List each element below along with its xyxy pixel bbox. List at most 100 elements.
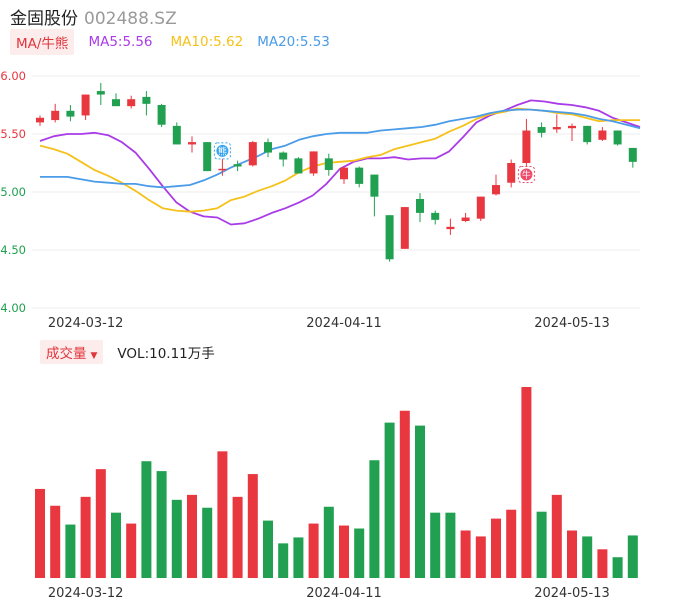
candle-body xyxy=(476,196,485,219)
candle-body xyxy=(51,110,60,121)
candlestick xyxy=(203,142,212,172)
volume-bar xyxy=(612,557,623,578)
ma-indicator-selector[interactable]: MA/牛熊 xyxy=(10,29,75,55)
volume-bars xyxy=(35,387,638,578)
candlestick xyxy=(476,196,485,221)
candle-body xyxy=(507,163,516,183)
candlestick xyxy=(431,210,440,225)
volume-bar xyxy=(369,460,380,578)
volume-bar xyxy=(247,474,258,578)
candle-body xyxy=(583,125,592,143)
candle-body xyxy=(628,147,637,162)
volume-bar xyxy=(95,469,106,578)
volume-bar xyxy=(80,496,91,578)
volume-bar xyxy=(551,494,562,578)
candlestick xyxy=(279,151,288,167)
x-tick-label: 2024-03-12 xyxy=(48,316,124,331)
ma-legend: MA/牛熊 MA5:5.56 MA10:5.62 MA20:5.53 xyxy=(10,29,330,55)
candlestick xyxy=(127,95,136,109)
volume-bar xyxy=(445,512,456,578)
x-tick-label: 2024-05-13 xyxy=(534,586,610,601)
caret-down-icon: ▼ xyxy=(90,351,98,361)
y-tick-label: 4.50 xyxy=(0,243,26,257)
y-tick-label: 4.00 xyxy=(0,301,26,315)
volume-bar xyxy=(293,537,304,578)
candlestick xyxy=(507,159,516,188)
marker-label: 牛 xyxy=(522,169,531,181)
ma10-legend: MA10:5.62 xyxy=(170,34,244,50)
marker-label: 熊 xyxy=(218,145,227,157)
candle-body xyxy=(142,96,151,104)
marker-badge xyxy=(520,168,533,181)
volume-bar xyxy=(156,471,167,578)
volume-bar xyxy=(141,461,152,578)
candlestick xyxy=(340,166,348,184)
candlestick xyxy=(552,114,561,133)
ma10-line xyxy=(39,107,640,213)
candle-body xyxy=(81,94,90,116)
candlestick xyxy=(416,193,424,223)
x-tick-label: 2024-04-11 xyxy=(306,316,382,331)
x-tick-label: 2024-05-13 xyxy=(534,316,610,331)
volume-bar xyxy=(278,543,289,578)
candle-body xyxy=(552,127,561,130)
bull-signal-marker: 牛 xyxy=(517,165,535,183)
volume-bar xyxy=(536,511,547,578)
candlestick xyxy=(385,215,394,262)
candle-body xyxy=(218,168,227,171)
candle-body xyxy=(96,91,105,95)
volume-bar xyxy=(384,422,395,578)
candle-body xyxy=(233,164,242,167)
candlestick xyxy=(81,94,90,121)
y-tick-label: 6.00 xyxy=(0,69,26,83)
candlestick xyxy=(96,82,105,105)
price-y-tick-labels: 6.00 5.50 5.00 4.50 4.00 xyxy=(0,69,26,315)
candlestick xyxy=(66,105,75,122)
volume-bar xyxy=(415,425,425,578)
volume-value: VOL:10.11万手 xyxy=(117,346,215,362)
candle-body xyxy=(385,215,394,260)
candle-body xyxy=(370,174,379,197)
candlestick xyxy=(233,160,242,172)
candle-body xyxy=(522,130,531,163)
candle-body xyxy=(537,127,546,133)
x-tick-label: 2024-03-12 xyxy=(48,586,124,601)
candle-body xyxy=(340,167,348,180)
volume-bar xyxy=(263,520,273,578)
candlestick xyxy=(355,166,364,188)
candlestick xyxy=(294,157,303,174)
y-tick-label: 5.50 xyxy=(0,127,26,141)
volume-bar xyxy=(35,488,45,578)
candle-body xyxy=(461,217,470,221)
ma-lines xyxy=(39,99,641,226)
candlestick xyxy=(628,147,637,168)
candle-body xyxy=(568,125,576,129)
volume-bar xyxy=(567,530,577,578)
volume-bar xyxy=(308,523,319,578)
candle-body xyxy=(157,105,166,125)
candlestick xyxy=(446,218,455,235)
volume-bar xyxy=(323,506,334,578)
volume-bar xyxy=(65,524,76,578)
candle-body xyxy=(324,158,333,170)
candlestick xyxy=(400,207,409,249)
ma5-legend: MA5:5.56 xyxy=(88,34,153,50)
volume-bar xyxy=(217,451,228,578)
volume-bar xyxy=(171,499,182,578)
y-tick-label: 5.00 xyxy=(0,185,26,199)
volume-bar xyxy=(339,525,349,578)
volume-x-tick-labels: 2024-03-12 2024-04-11 2024-05-13 xyxy=(48,586,610,601)
volume-bar xyxy=(506,509,517,578)
candlestick xyxy=(248,140,257,167)
candle-body xyxy=(431,212,440,220)
stock-name: 金固股份 xyxy=(10,9,78,29)
stock-title: 金固股份 002488.SZ xyxy=(10,4,177,29)
candlesticks xyxy=(36,82,637,262)
ma20-line xyxy=(40,108,641,189)
candle-body xyxy=(172,125,181,145)
volume-indicator-selector[interactable]: 成交量 ▼ xyxy=(40,340,104,364)
candle-body xyxy=(492,185,500,195)
candle-body xyxy=(309,151,318,174)
candlestick xyxy=(492,174,500,196)
